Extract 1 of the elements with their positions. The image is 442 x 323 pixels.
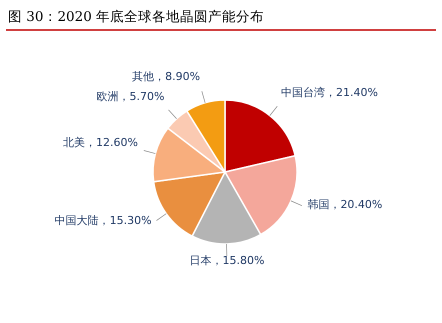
chart-title: 图 30：2020 年底全球各地晶圆产能分布 [8, 9, 264, 25]
